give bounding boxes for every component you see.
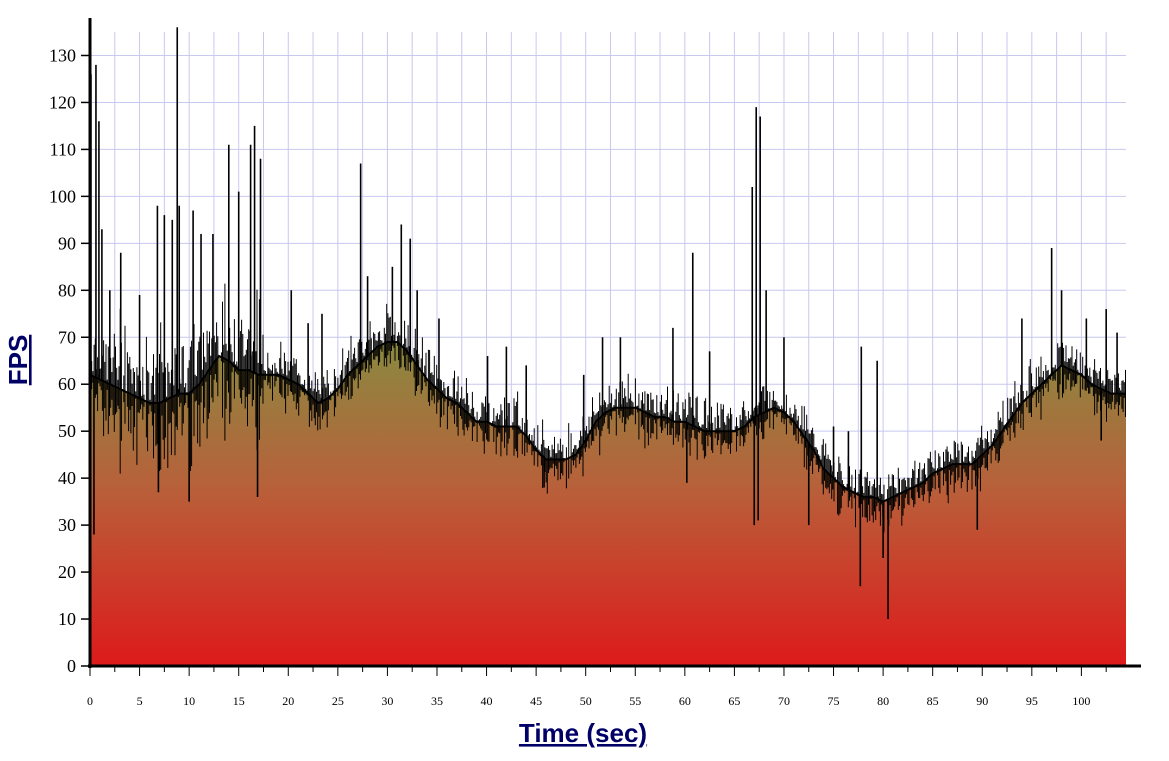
y-tick-label: 80: [58, 280, 76, 300]
x-axis-title: Time (sec): [519, 718, 647, 748]
y-tick-label: 90: [58, 233, 76, 253]
x-tick-label: 50: [580, 694, 592, 708]
x-tick-label: 5: [137, 694, 143, 708]
y-axis-title: FPS: [3, 335, 33, 386]
x-tick-label: 45: [530, 694, 542, 708]
x-tick-label: 10: [183, 694, 195, 708]
fps-area-fill: [90, 342, 1126, 666]
x-tick-label: 35: [431, 694, 443, 708]
y-tick-label: 50: [58, 421, 76, 441]
x-tick-label: 55: [629, 694, 641, 708]
x-tick-label: 30: [381, 694, 393, 708]
x-tick-label: 90: [976, 694, 988, 708]
y-tick-label: 100: [49, 186, 76, 206]
y-tick-label: 0: [67, 656, 76, 676]
axes: [81, 18, 1141, 676]
x-tick-label: 60: [679, 694, 691, 708]
x-tick-label: 75: [828, 694, 840, 708]
y-tick-label: 20: [58, 562, 76, 582]
x-tick-label: 20: [282, 694, 294, 708]
y-tick-label: 40: [58, 468, 76, 488]
x-tick-label: 0: [87, 694, 93, 708]
y-tick-labels: 0 10 20 30 40 50 60 70 80 90 100 110 120 130: [49, 45, 76, 676]
x-tick-label: 40: [481, 694, 493, 708]
y-tick-label: 30: [58, 515, 76, 535]
y-tick-label: 120: [49, 92, 76, 112]
x-tick-label: 100: [1072, 694, 1090, 708]
y-tick-label: 110: [50, 139, 76, 159]
fps-area: [89, 283, 1126, 666]
x-tick-label: 70: [778, 694, 790, 708]
x-tick-label: 25: [332, 694, 344, 708]
y-tick-label: 70: [58, 327, 76, 347]
x-tick-label: 95: [1026, 694, 1038, 708]
x-tick-label: 65: [728, 694, 740, 708]
x-tick-label: 15: [233, 694, 245, 708]
y-tick-label: 130: [49, 45, 76, 65]
y-tick-label: 60: [58, 374, 76, 394]
x-tick-labels: 0 5 10 15 20 25 30 35 40 45 50 55 60 65 70 75 80 85 90 95 10…: [87, 694, 1090, 708]
y-tick-label: 10: [58, 609, 76, 629]
x-tick-label: 85: [927, 694, 939, 708]
x-tick-label: 80: [877, 694, 889, 708]
